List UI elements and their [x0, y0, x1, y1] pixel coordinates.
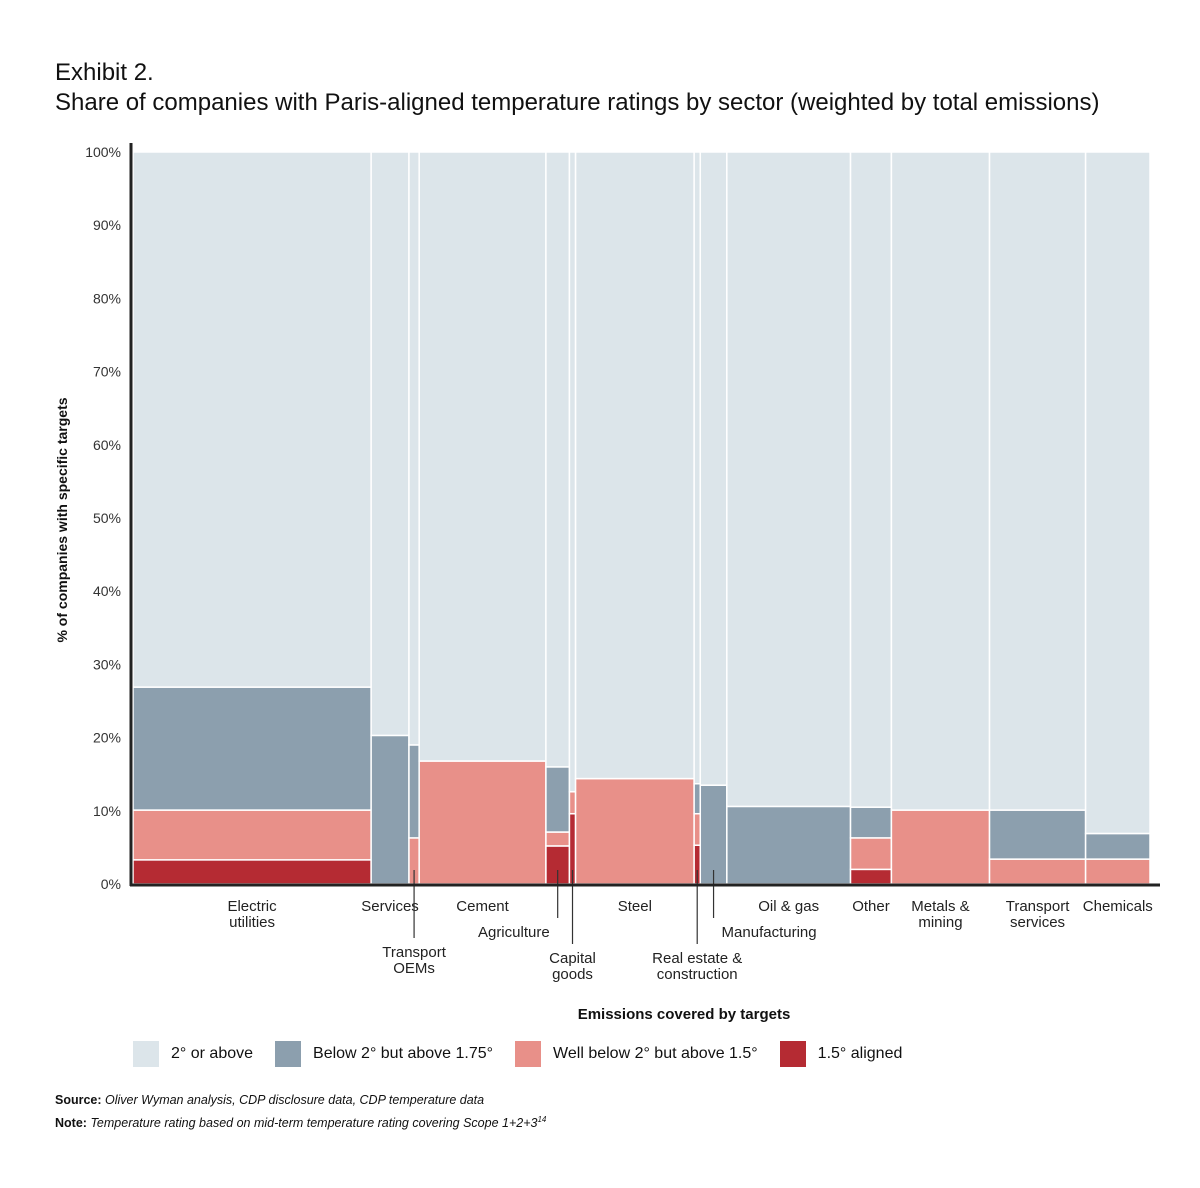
bar-segment — [849, 151, 893, 808]
bar-segment — [568, 151, 577, 793]
bar-segment — [132, 809, 372, 861]
x-category-label: Transport — [382, 944, 446, 961]
legend-label: Below 2° but above 1.75° — [313, 1045, 494, 1062]
y-tick-label: 80% — [93, 290, 121, 306]
legend-label: Well below 2° but above 1.5° — [553, 1045, 758, 1062]
x-category-label: Chemicals — [1083, 898, 1153, 915]
y-tick-label: 50% — [93, 510, 121, 526]
y-tick-label: 40% — [93, 583, 121, 599]
legend-item-below-2: Below 2° but above 1.75° — [275, 1041, 493, 1067]
bar-segment — [1084, 832, 1151, 860]
legend-swatch — [275, 1041, 302, 1067]
x-axis-title: Emissions covered by targets — [578, 1006, 791, 1023]
x-category-label: goods — [552, 966, 593, 983]
bar-segment — [370, 151, 410, 737]
y-tick-label: 10% — [93, 803, 121, 819]
x-category-label: Electric — [227, 898, 277, 915]
bar-segment — [693, 782, 702, 815]
bar-segment — [408, 744, 420, 839]
bar-segment — [545, 766, 571, 833]
bar-segment — [1084, 858, 1151, 885]
bar-segment — [988, 809, 1087, 860]
x-category-label: OEMs — [393, 960, 435, 977]
bar-segment — [132, 151, 372, 688]
legend-item-2-or-above: 2° or above — [133, 1041, 253, 1067]
y-tick-label: 60% — [93, 437, 121, 453]
bar-segment — [988, 858, 1087, 885]
bar-segment — [693, 151, 702, 785]
bar-segment — [545, 151, 571, 768]
source-label: Source: — [55, 1093, 102, 1107]
y-tick-label: 30% — [93, 656, 121, 672]
x-category-label: Services — [361, 898, 419, 915]
x-category-label: Manufacturing — [722, 924, 817, 941]
x-category-label: utilities — [229, 914, 275, 931]
source-note: Source: Oliver Wyman analysis, CDP discl… — [55, 1093, 484, 1107]
y-ticks-group: 0% 10% 20% 30% 40% 50% 60% 70% 80% 90% 100% — [85, 144, 121, 892]
bar-segment — [890, 809, 991, 885]
legend-label: 1.5° aligned — [817, 1045, 903, 1062]
legend-label: 2° or above — [171, 1045, 254, 1062]
bar-segment — [988, 151, 1087, 811]
x-category-label: Metals & — [911, 898, 969, 915]
y-tick-label: 70% — [93, 364, 121, 380]
bar-segment — [699, 784, 728, 885]
bar-segment — [849, 837, 893, 871]
bar-segment — [568, 791, 577, 815]
bar-segment — [132, 686, 372, 811]
x-category-label: mining — [918, 914, 962, 931]
y-tick-label: 0% — [101, 876, 121, 892]
bar-segment — [132, 859, 372, 885]
note: Note: Temperature rating based on mid-te… — [55, 1115, 546, 1130]
source-text: Oliver Wyman analysis, CDP disclosure da… — [105, 1093, 485, 1107]
bar-segment — [693, 812, 702, 846]
title-line-2: Share of companies with Paris-aligned te… — [55, 89, 1100, 116]
x-category-label: services — [1010, 914, 1065, 931]
x-category-label: Agriculture — [478, 924, 550, 941]
legend-item-well-below-2: Well below 2° but above 1.5° — [515, 1041, 758, 1067]
bar-segment — [726, 151, 852, 808]
marimekko-chart: 0% 10% 20% 30% 40% 50% 60% 70% 80% 90% 100% Electr… — [54, 143, 1160, 1023]
y-tick-label: 100% — [85, 144, 121, 160]
bar-segment — [574, 151, 695, 780]
x-category-label: Steel — [618, 898, 652, 915]
title-line-1: Exhibit 2. — [55, 59, 154, 86]
x-category-label: Transport — [1006, 898, 1070, 915]
note-text: Temperature rating based on mid-term tem… — [90, 1116, 538, 1131]
legend-item-1-5-aligned: 1.5° aligned — [779, 1041, 903, 1067]
x-category-label: Other — [852, 898, 890, 915]
x-category-label: Oil & gas — [758, 898, 819, 915]
legend-swatch — [133, 1041, 159, 1067]
x-category-label: Real estate & — [652, 950, 742, 967]
bar-segment — [1084, 151, 1151, 835]
bar-segment — [545, 831, 571, 847]
bar-segment — [890, 151, 991, 811]
legend-swatch — [515, 1041, 542, 1067]
bar-segment — [408, 151, 420, 746]
note-label: Note: — [55, 1116, 87, 1131]
bar-segment — [418, 151, 547, 762]
legend-swatch — [779, 1041, 806, 1067]
y-tick-label: 20% — [93, 730, 121, 746]
y-axis-label: % of companies with specific targets — [54, 397, 70, 642]
bar-segment — [574, 777, 695, 885]
bar-segment — [699, 151, 728, 786]
bar-segment — [849, 806, 893, 839]
legend: 2° or above Below 2° but above 1.75° Wel… — [133, 1041, 924, 1067]
bar-segment — [849, 868, 893, 885]
bar-segment — [370, 734, 410, 885]
bars-group — [132, 151, 1151, 885]
bar-segment — [726, 805, 852, 885]
x-category-label: Capital — [549, 950, 596, 967]
x-category-label: Cement — [456, 898, 509, 915]
x-labels-group: ElectricutilitiesServicesTransportOEMsCe… — [227, 870, 1153, 983]
x-category-label: construction — [657, 966, 738, 983]
note-superscript: 14 — [537, 1115, 547, 1124]
y-tick-label: 90% — [93, 217, 121, 233]
chart-title: Exhibit 2. Share of companies with Paris… — [55, 58, 1100, 118]
bar-segment — [418, 760, 547, 885]
